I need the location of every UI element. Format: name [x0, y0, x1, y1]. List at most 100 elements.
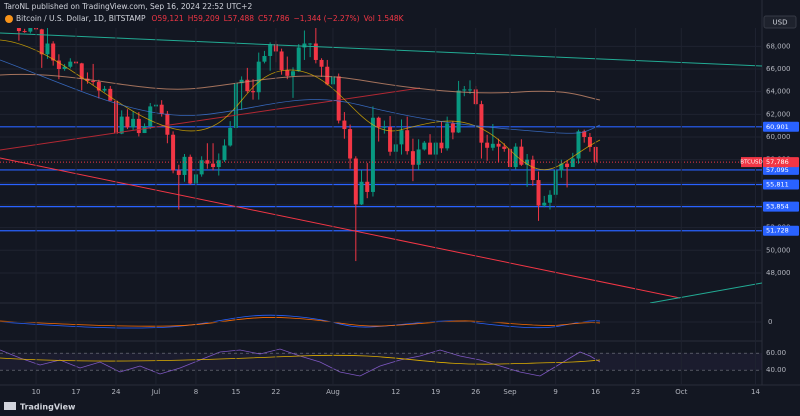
trendline	[649, 282, 762, 303]
candle-body	[570, 158, 575, 168]
candle-body	[228, 127, 233, 146]
x-tick-label: 16	[591, 388, 600, 396]
candle-body	[142, 126, 147, 134]
brand-logo	[4, 402, 16, 410]
x-tick-label: Aug	[326, 388, 340, 396]
candle-body	[502, 146, 507, 149]
symbol-icon	[5, 15, 13, 23]
x-tick-label: 24	[112, 388, 121, 396]
candle-body	[439, 142, 444, 149]
currency[interactable]: USD	[773, 19, 788, 27]
last-price-tag	[763, 157, 799, 168]
x-tick-label: 15	[231, 388, 240, 396]
candle-body	[313, 43, 318, 60]
rsi-line	[0, 348, 601, 377]
candle-body	[542, 202, 547, 206]
candle-body	[525, 159, 530, 165]
signal-line	[0, 317, 601, 327]
candle-body	[353, 158, 358, 205]
candle-body	[222, 145, 227, 161]
level-label: 53,854	[766, 203, 789, 211]
x-tick-label: 19	[431, 388, 440, 396]
level-tag	[763, 225, 799, 236]
rsi-ma	[0, 354, 601, 365]
last-price-label: 57,786	[766, 158, 789, 166]
macd-tick-label: 0	[768, 318, 772, 326]
ohlc-value: O59,121	[152, 14, 184, 23]
x-tick-label: 14	[751, 388, 760, 396]
currency-button[interactable]	[763, 15, 797, 29]
candle-body	[576, 131, 581, 159]
last-name-tag	[741, 157, 762, 168]
candle-body	[302, 43, 307, 48]
x-tick-label: Sep	[503, 388, 517, 396]
x-tick-label: 23	[631, 388, 640, 396]
y-tick-label: 66,000	[766, 65, 791, 73]
candle-body	[56, 60, 61, 70]
moving-average	[0, 73, 601, 101]
x-tick-label: 22	[271, 388, 280, 396]
candle-body	[410, 151, 415, 165]
trendline	[0, 157, 681, 299]
candle-body	[171, 134, 176, 171]
brand: TradingView	[20, 403, 76, 412]
ohlc-value: H59,209	[188, 14, 220, 23]
volume: Vol 1.548K	[364, 14, 405, 23]
drawings	[0, 32, 762, 303]
x-tick-label: Oct	[675, 388, 687, 396]
candle-body	[348, 129, 353, 159]
candle-body	[108, 88, 113, 101]
candle-body	[342, 120, 347, 130]
candle-body	[131, 118, 136, 128]
candle-body	[365, 181, 370, 192]
candle-body	[239, 79, 244, 84]
candle-body	[159, 104, 164, 114]
level-tag	[763, 164, 799, 175]
candle-body	[119, 116, 124, 134]
candle-body	[496, 143, 501, 147]
candle-body	[211, 163, 216, 168]
level-tag	[763, 201, 799, 212]
candle-body	[376, 117, 381, 128]
candle-body	[336, 76, 341, 121]
candle-body	[165, 113, 170, 135]
candle-body	[125, 116, 130, 128]
candle-body	[582, 131, 587, 138]
rsi-band	[0, 353, 762, 370]
candle-body	[79, 63, 84, 79]
level-label: 60,901	[766, 123, 789, 131]
x-tick-label: 17	[72, 388, 81, 396]
x-tick-label: 12	[391, 388, 400, 396]
candle-body	[325, 66, 330, 85]
candle-body	[188, 156, 193, 184]
macd-line	[0, 314, 601, 329]
candle-body	[96, 82, 101, 91]
y-tick-label: 64,000	[766, 88, 791, 96]
y-tick-label: 68,000	[766, 42, 791, 50]
candle-body	[45, 43, 50, 55]
candle-body	[102, 88, 107, 91]
candle-body	[199, 160, 204, 175]
candle-body	[28, 28, 33, 32]
x-tick-label: 26	[471, 388, 480, 396]
candle-body	[405, 130, 410, 152]
candle-body	[251, 91, 256, 93]
candle-body	[456, 90, 461, 133]
level-tag	[763, 179, 799, 190]
candle-body	[450, 123, 455, 133]
candle-body	[308, 43, 313, 45]
candle-body	[485, 142, 490, 148]
trendline	[0, 32, 762, 67]
candle-body	[530, 159, 535, 181]
candle-body	[216, 160, 221, 168]
candle-body	[513, 146, 518, 168]
candle-body	[468, 89, 473, 91]
y-tick-label: 48,000	[766, 269, 791, 277]
ohlc-value: C57,786	[258, 14, 290, 23]
candle-body	[536, 180, 541, 206]
candle-body	[587, 137, 592, 147]
candle-body	[182, 156, 187, 175]
candle-body	[148, 106, 153, 127]
chart-title: Bitcoin / U.S. Dollar, 1D, BITSTAMP	[16, 14, 146, 23]
candle-body	[490, 143, 495, 148]
